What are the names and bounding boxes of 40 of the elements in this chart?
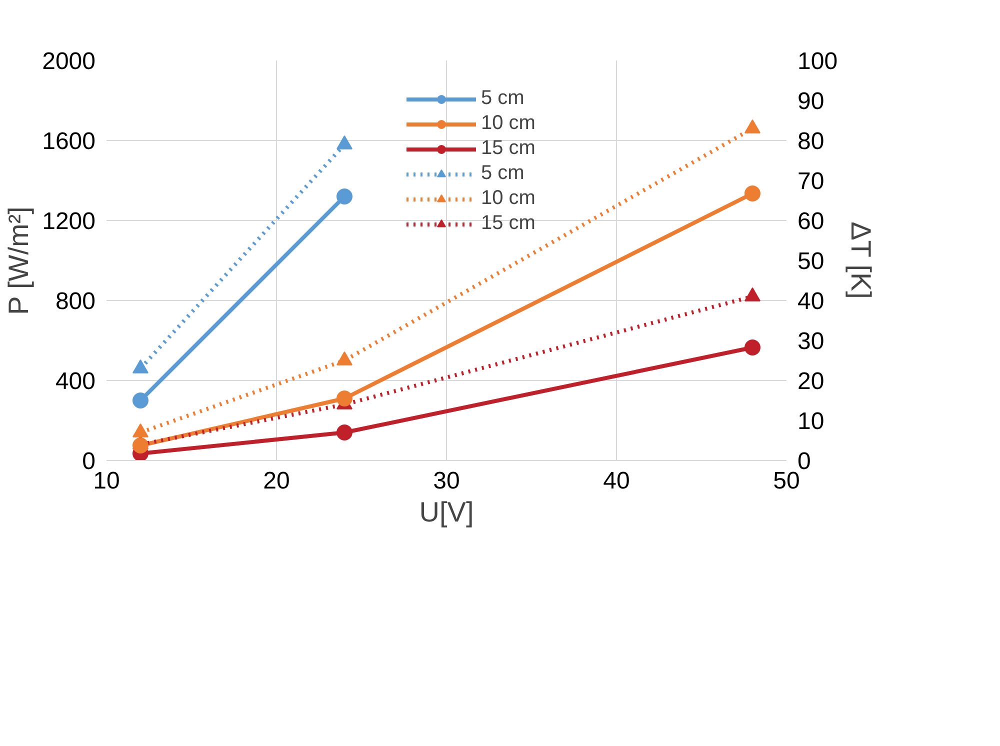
y2-tick-label: 100: [798, 48, 838, 75]
legend-label: 5 cm: [481, 162, 526, 185]
x-tick-label: 40: [603, 468, 630, 494]
y2-tick-label: 90: [798, 88, 824, 115]
y2-tick-label: 50: [798, 248, 824, 275]
y2-tick-label: 40: [798, 288, 824, 315]
x-tick-label: 50: [773, 468, 800, 494]
y2-tick-label: 60: [798, 208, 824, 235]
y-axis-title: P [W/m²]: [3, 206, 34, 315]
point: [336, 351, 352, 366]
y-tick-label: 1200: [42, 208, 96, 235]
x-tick-label: 20: [263, 468, 290, 494]
legend-label: 10 cm: [481, 187, 536, 210]
y2-axis-title: ΔT [K]: [846, 222, 877, 299]
point: [744, 340, 760, 356]
y2-tick-label: 30: [798, 328, 824, 355]
y-tick-label: 800: [55, 288, 96, 315]
y2-tick-label: 80: [798, 128, 824, 155]
legend-label: 10 cm: [481, 112, 536, 135]
y2-tick-label: 70: [798, 168, 824, 195]
legend-label: 5 cm: [481, 87, 526, 110]
y-tick-label: 0: [82, 448, 96, 475]
y2-tick-label: 20: [798, 368, 824, 395]
point: [744, 186, 760, 202]
x-tick-label: 10: [93, 468, 120, 494]
legend-label: 15 cm: [481, 212, 536, 235]
y-tick-label: 1600: [42, 128, 96, 155]
point: [744, 119, 760, 134]
legend-label: 15 cm: [481, 137, 536, 160]
point: [336, 188, 352, 204]
x-axis-title: U[V]: [419, 496, 474, 528]
y-tick-label: 2000: [42, 48, 96, 75]
y-tick-label: 400: [55, 368, 96, 395]
point: [132, 423, 148, 438]
y2-tick-label: 10: [798, 408, 824, 435]
x-tick-label: 30: [433, 468, 460, 494]
point: [336, 424, 352, 440]
y2-tick-label: 0: [798, 448, 811, 475]
point: [132, 438, 148, 454]
point: [132, 392, 148, 408]
